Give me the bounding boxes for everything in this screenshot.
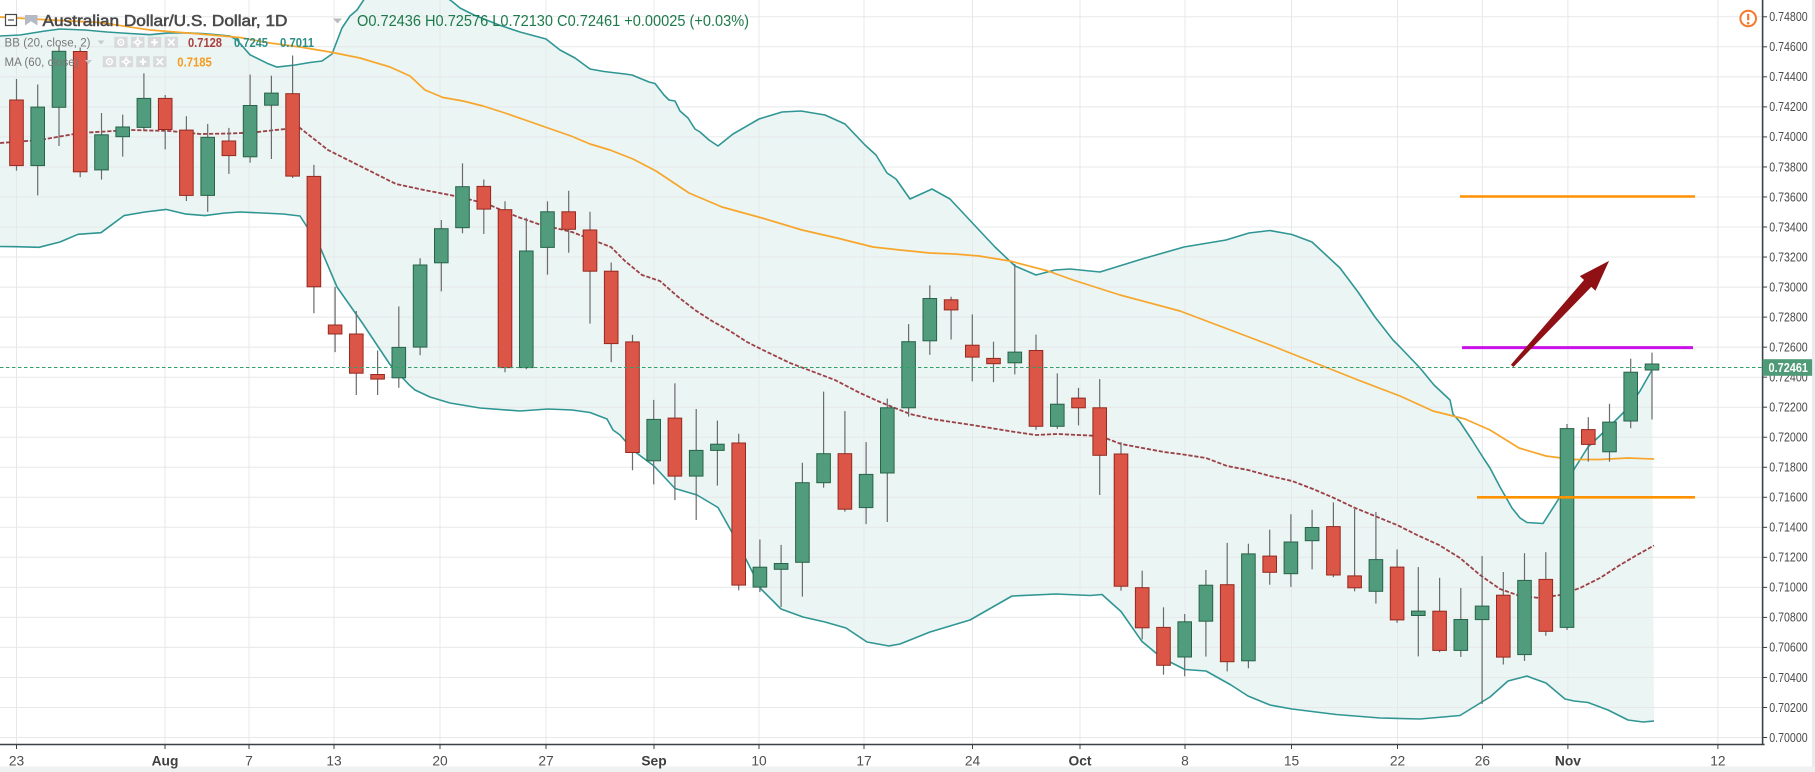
svg-text:Nov: Nov: [1555, 754, 1581, 769]
svg-text:0.74000: 0.74000: [1769, 130, 1808, 144]
svg-text:0.74400: 0.74400: [1769, 70, 1808, 84]
svg-text:Sep: Sep: [641, 754, 666, 769]
svg-text:20: 20: [432, 754, 448, 769]
svg-text:0.7185: 0.7185: [177, 55, 212, 69]
svg-text:0.72600: 0.72600: [1769, 340, 1808, 354]
svg-text:0.70600: 0.70600: [1769, 641, 1808, 655]
svg-text:0.73800: 0.73800: [1769, 160, 1808, 174]
svg-text:O0.72436 H0.72576 L0.72130: O0.72436 H0.72576 L0.72130 C0.72461 +0.0…: [357, 13, 749, 30]
svg-text:BB (20, close, 2): BB (20, close, 2): [5, 38, 91, 50]
svg-text:26: 26: [1475, 754, 1491, 769]
svg-text:0.71000: 0.71000: [1769, 581, 1808, 595]
svg-text:24: 24: [965, 754, 981, 769]
svg-text:MA (60, close): MA (60, close): [5, 57, 79, 69]
svg-text:12: 12: [1710, 754, 1725, 769]
svg-text:0.74600: 0.74600: [1769, 40, 1808, 54]
svg-text:Australian Dollar/U.S. Dollar,: Australian Dollar/U.S. Dollar, 1D: [43, 13, 288, 30]
svg-text:0.7011: 0.7011: [280, 36, 314, 50]
svg-text:13: 13: [326, 754, 342, 769]
svg-text:0.73600: 0.73600: [1769, 190, 1808, 204]
svg-text:0.7128: 0.7128: [188, 36, 222, 50]
svg-text:0.71400: 0.71400: [1769, 521, 1808, 535]
svg-text:Oct: Oct: [1069, 754, 1092, 769]
svg-text:15: 15: [1284, 754, 1300, 769]
svg-text:Aug: Aug: [152, 754, 179, 769]
svg-text:0.73200: 0.73200: [1769, 250, 1808, 264]
svg-text:17: 17: [856, 754, 871, 769]
svg-text:0.7245: 0.7245: [234, 36, 268, 50]
svg-text:0.71800: 0.71800: [1769, 461, 1808, 475]
svg-text:0.72000: 0.72000: [1769, 431, 1808, 445]
svg-text:0.73000: 0.73000: [1769, 280, 1808, 294]
svg-text:0.70200: 0.70200: [1769, 701, 1808, 715]
svg-text:0.72800: 0.72800: [1769, 310, 1808, 324]
svg-text:7: 7: [245, 754, 253, 769]
svg-text:0.74800: 0.74800: [1769, 10, 1808, 24]
svg-text:0.70000: 0.70000: [1769, 731, 1808, 745]
svg-text:22: 22: [1390, 754, 1405, 769]
svg-text:0.71200: 0.71200: [1769, 551, 1808, 565]
svg-text:0.74200: 0.74200: [1769, 100, 1808, 114]
svg-text:8: 8: [1181, 754, 1189, 769]
svg-text:27: 27: [538, 754, 553, 769]
svg-text:0.72461: 0.72461: [1769, 360, 1809, 375]
svg-text:0.70400: 0.70400: [1769, 671, 1808, 685]
svg-text:0.72200: 0.72200: [1769, 400, 1808, 414]
svg-text:0.70800: 0.70800: [1769, 611, 1808, 625]
svg-text:0.73400: 0.73400: [1769, 220, 1808, 234]
svg-text:10: 10: [751, 754, 767, 769]
svg-text:0.71600: 0.71600: [1769, 491, 1808, 505]
svg-text:23: 23: [9, 754, 25, 769]
